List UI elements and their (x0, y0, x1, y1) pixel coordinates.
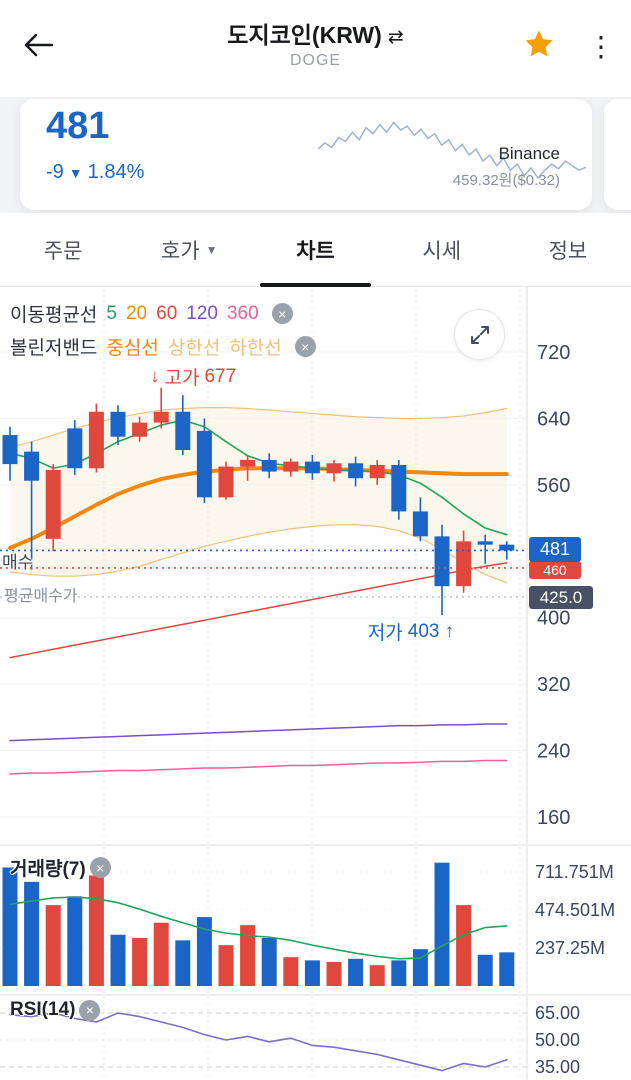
high-price-annotation: ↓ 고가 677 (150, 363, 236, 390)
svg-text:720: 720 (537, 342, 570, 364)
arrow-down-icon: ↓ (150, 365, 160, 387)
ma360-label: 360 (226, 302, 259, 324)
low-value: 403 (407, 620, 440, 642)
ma5-label: 5 (106, 302, 117, 324)
tab-chart[interactable]: 차트 (252, 213, 378, 287)
ma120-label: 120 (186, 302, 218, 324)
arrow-up-icon: ↑ (444, 620, 455, 642)
svg-text:474.501M: 474.501M (535, 900, 615, 920)
svg-text:320: 320 (537, 674, 570, 696)
current-price: 481 (46, 105, 110, 147)
rsi-pane-label[interactable]: RSI(14) × (10, 999, 101, 1021)
bb-upper-label: 상한선 (167, 338, 221, 359)
change-value: -9 (46, 161, 64, 183)
svg-text:240: 240 (537, 741, 570, 763)
high-value: 677 (204, 365, 237, 387)
low-label: 저가 (367, 623, 403, 644)
ma-legend-close-icon[interactable]: × (271, 303, 293, 324)
svg-text:640: 640 (537, 408, 570, 430)
bb-legend-close-icon[interactable]: × (294, 336, 316, 357)
expand-icon (470, 325, 489, 344)
svg-text:237.25M: 237.25M (535, 938, 605, 958)
volume-pane-label[interactable]: 거래량(7) × (10, 854, 111, 881)
price-sparkline (318, 121, 586, 180)
volume-close-icon[interactable]: × (89, 857, 111, 878)
ma-legend-title: 이동평균선 (10, 305, 98, 326)
converted-price: 459.32원($0.32) (452, 172, 560, 189)
order-price-badge: 460 (529, 561, 581, 579)
volume-title: 거래량(7) (10, 859, 86, 880)
avg-buy-price-badge: 425.0 (529, 586, 593, 609)
bb-lower-label: 하한선 (229, 338, 282, 359)
expand-chart-button[interactable] (454, 309, 505, 360)
exchange-name: Binance (498, 144, 560, 163)
low-price-annotation: 저가 403 ↑ (330, 618, 454, 645)
high-label: 고가 (164, 368, 200, 389)
ma60-label: 60 (156, 302, 178, 324)
svg-text:711.751M: 711.751M (535, 862, 614, 882)
favorite-button[interactable] (520, 27, 558, 63)
page-title: 도지코인(KRW) (227, 22, 382, 48)
legend-moving-average[interactable]: 이동평균선 5 20 60 120 360 × (10, 300, 293, 327)
avg-buy-price-label: 평균매수가 (4, 588, 78, 605)
tab-info[interactable]: 정보 (548, 239, 588, 263)
buy-order-label: 매수 (2, 553, 34, 572)
svg-text:50.00: 50.00 (535, 1030, 580, 1050)
bb-legend-title: 볼린저밴드 (10, 338, 98, 359)
current-price-badge: 481 (529, 537, 581, 562)
next-exchange-card[interactable] (604, 99, 631, 210)
price-strip: 481 -9 ▼ 1.84% Binance 459.32원($0.32) (0, 97, 631, 213)
svg-text:400: 400 (537, 608, 570, 630)
svg-text:35.00: 35.00 (535, 1057, 580, 1077)
back-button[interactable] (18, 28, 58, 64)
rsi-title: RSI(14) (10, 999, 76, 1020)
legend-bollinger[interactable]: 볼린저밴드 중심선 상한선 하한선 × (10, 333, 316, 360)
tab-bar: 주문 호가 ▼ 차트 시세 정보 (0, 213, 631, 287)
chevron-down-icon: ▼ (205, 242, 218, 257)
coin-symbol: DOGE (289, 52, 342, 69)
more-menu-button[interactable]: ⋮ (584, 24, 618, 68)
coin-title: 도지코인(KRW) ⇄ (0, 16, 631, 50)
price-card[interactable]: 481 -9 ▼ 1.84% Binance 459.32원($0.32) (20, 99, 592, 210)
tab-order[interactable]: 주문 (43, 239, 83, 263)
down-triangle-icon: ▼ (68, 164, 83, 181)
bb-center-label: 중심선 (106, 338, 159, 359)
change-percent: 1.84% (87, 161, 145, 183)
rsi-close-icon[interactable]: × (79, 999, 101, 1021)
back-arrow-icon (24, 33, 54, 56)
star-icon (525, 30, 553, 56)
tab-orderbook[interactable]: 호가 ▼ (161, 239, 218, 263)
svg-text:65.00: 65.00 (535, 1003, 580, 1023)
svg-text:160: 160 (537, 807, 570, 829)
tab-market[interactable]: 시세 (422, 239, 462, 263)
swap-icon[interactable]: ⇄ (387, 27, 404, 48)
price-change: -9 ▼ 1.84% (46, 161, 144, 184)
active-tab-underline (260, 283, 371, 287)
ma20-label: 20 (125, 302, 148, 324)
header: 도지코인(KRW) ⇄ DOGE ⋮ (0, 0, 631, 97)
svg-text:560: 560 (537, 475, 570, 497)
